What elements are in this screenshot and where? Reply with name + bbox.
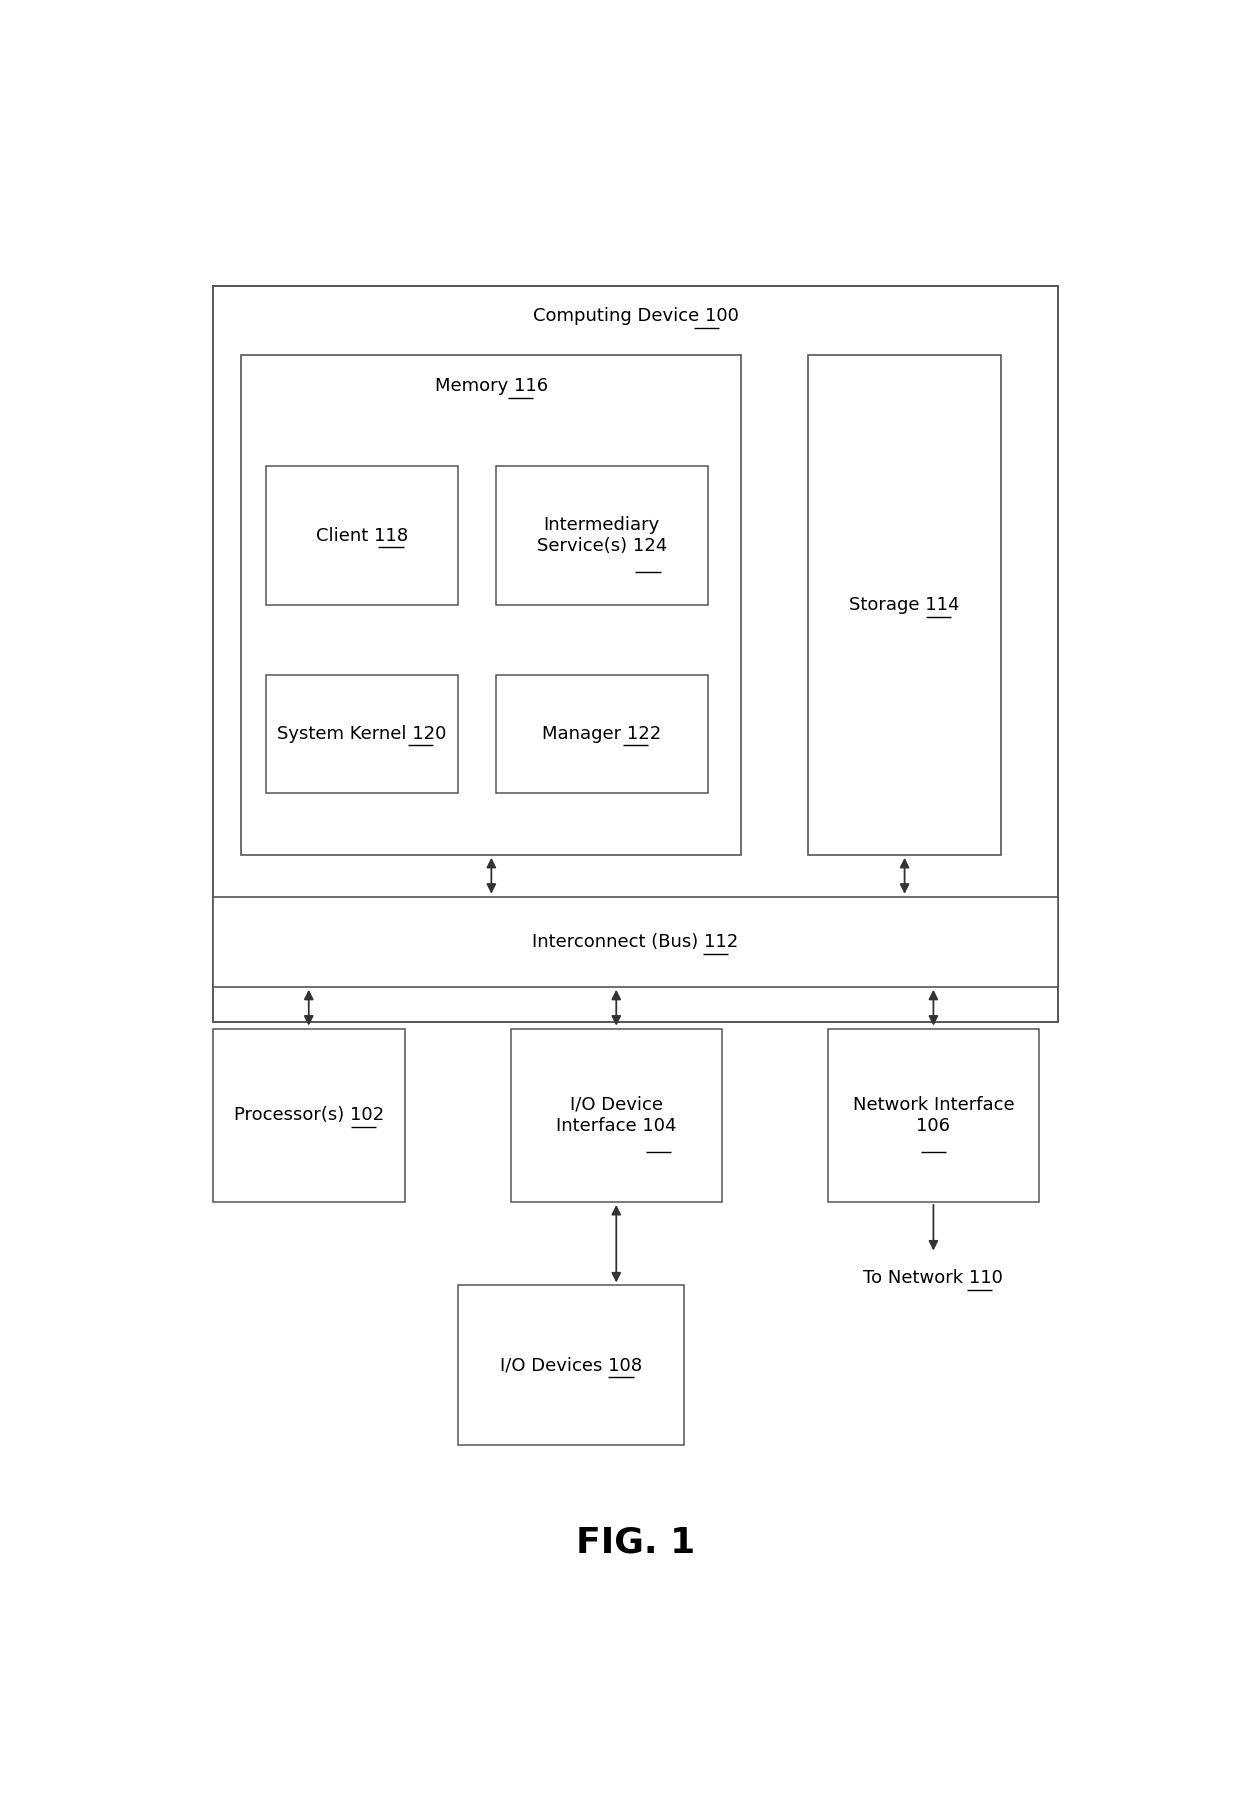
- Bar: [496, 674, 708, 793]
- Text: Network Interface
106: Network Interface 106: [853, 1096, 1014, 1134]
- Text: Intermediary
Service(s) 124: Intermediary Service(s) 124: [537, 516, 667, 555]
- Bar: [242, 355, 742, 855]
- Text: Client 118: Client 118: [315, 526, 408, 545]
- Bar: [828, 1028, 1039, 1203]
- Text: Interconnect (Bus) 112: Interconnect (Bus) 112: [532, 932, 739, 950]
- Text: Processor(s) 102: Processor(s) 102: [233, 1107, 384, 1125]
- Bar: [496, 467, 708, 606]
- Bar: [213, 1028, 404, 1203]
- Bar: [265, 674, 458, 793]
- Text: Manager 122: Manager 122: [542, 725, 661, 743]
- Bar: [808, 355, 1001, 855]
- Text: Memory 116: Memory 116: [435, 377, 548, 395]
- Text: I/O Devices 108: I/O Devices 108: [500, 1356, 641, 1374]
- Bar: [458, 1286, 683, 1444]
- Bar: [213, 285, 1058, 1022]
- Text: FIG. 1: FIG. 1: [575, 1525, 696, 1560]
- Text: Storage 114: Storage 114: [849, 597, 960, 615]
- Bar: [213, 896, 1058, 986]
- Bar: [511, 1028, 722, 1203]
- Text: System Kernel 120: System Kernel 120: [277, 725, 446, 743]
- Text: I/O Device
Interface 104: I/O Device Interface 104: [556, 1096, 677, 1134]
- Bar: [265, 467, 458, 606]
- Text: Computing Device 100: Computing Device 100: [532, 307, 739, 325]
- Text: To Network 110: To Network 110: [863, 1269, 1003, 1287]
